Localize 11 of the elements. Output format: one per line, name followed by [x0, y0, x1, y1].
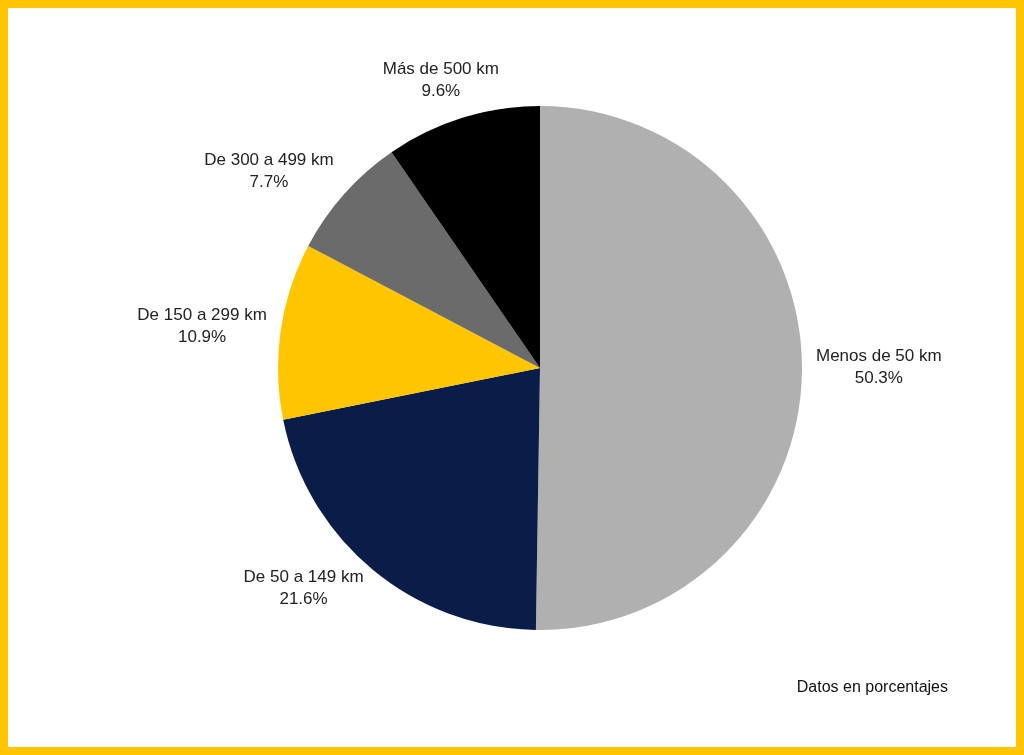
data-label: 21.6% [279, 589, 328, 609]
data-label: 9.6% [421, 80, 461, 100]
slice-label: Menos de 50 km [815, 346, 942, 366]
slice-label: De 300 a 499 km [204, 149, 334, 169]
data-label: 10.9% [177, 326, 227, 346]
text: Datos en porcentajes [796, 678, 948, 696]
data-label: 7.7% [249, 171, 289, 191]
slice-label: Más de 500 km [382, 58, 499, 78]
data-label: 50.3% [854, 368, 903, 388]
slice-label: De 150 a 299 km [137, 304, 267, 324]
slice-label: De 50 a 149 km [243, 567, 364, 587]
